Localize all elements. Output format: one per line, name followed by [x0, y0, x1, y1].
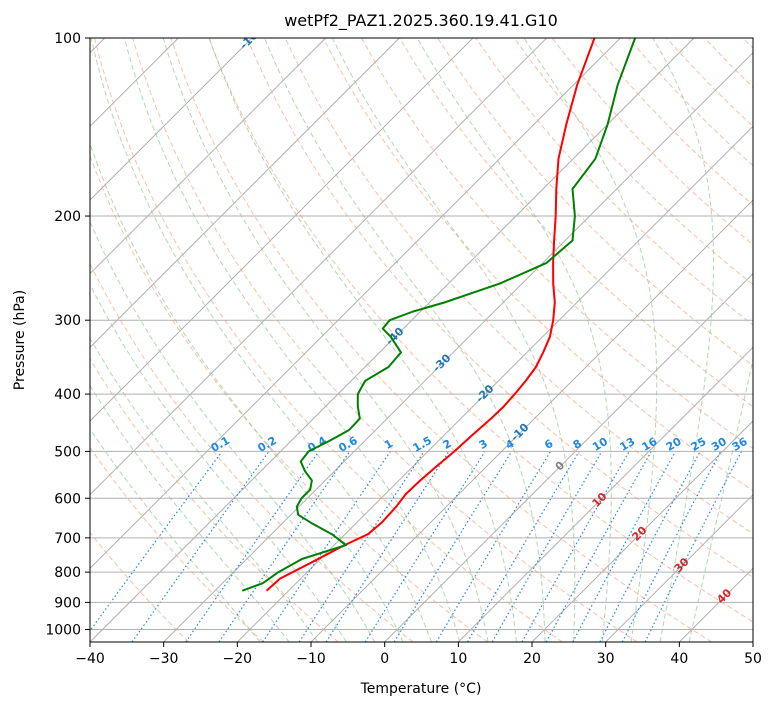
mixing-ratio-line — [185, 451, 320, 642]
x-tick-label: 30 — [597, 651, 615, 667]
y-tick-label: 800 — [54, 565, 81, 581]
dry-adiabat — [284, 38, 753, 535]
y-tick-label: 1000 — [45, 622, 81, 638]
dry-adiabat — [90, 357, 339, 642]
y-tick-label: 500 — [54, 444, 81, 460]
dewpoint-profile-line — [241, 38, 637, 592]
mixing-ratio-line — [90, 451, 223, 632]
moist-adiabat — [90, 337, 319, 642]
isotherm-line — [90, 38, 253, 201]
moist-adiabat — [332, 38, 576, 642]
chart-title: wetPf2_PAZ1.2025.360.19.41.G10 — [284, 11, 558, 31]
moist-adiabat — [652, 38, 714, 642]
x-tick-label: −20 — [223, 651, 253, 667]
temperature-profile-line — [265, 38, 596, 592]
moist-adiabat — [90, 142, 404, 642]
moist-adiabat — [90, 283, 347, 642]
dry-adiabat — [94, 38, 563, 642]
y-tick-label: 900 — [54, 595, 81, 611]
x-tick-label: −30 — [149, 651, 179, 667]
mixing-ratio-line — [644, 451, 743, 642]
dry-adiabat — [437, 38, 753, 367]
x-tick-label: 40 — [670, 651, 688, 667]
isotherm-line — [236, 125, 753, 642]
isotherm-line — [90, 38, 400, 349]
dry-adiabat — [90, 262, 414, 642]
dry-adiabat — [399, 38, 753, 408]
profile-series — [241, 38, 637, 592]
isotherm-line — [384, 272, 753, 642]
moist-adiabat — [688, 356, 753, 642]
mixing-ratio-line — [545, 451, 652, 642]
moist-adiabat — [90, 220, 376, 642]
isotherm-line — [531, 420, 753, 642]
y-axis: 100 200 300 400 500 600 700 800 900 1000 — [45, 31, 90, 638]
mixing-ratio-line — [262, 451, 391, 642]
mixing-ratio-line — [572, 451, 677, 642]
x-tick-label: −40 — [75, 651, 105, 667]
x-tick-label: 20 — [523, 651, 541, 667]
y-tick-label: 400 — [54, 387, 81, 403]
dry-adiabat — [322, 38, 753, 492]
moist-adiabat — [123, 38, 461, 642]
x-tick-label: 10 — [449, 651, 467, 667]
y-tick-label: 700 — [54, 531, 81, 547]
y-tick-label: 200 — [54, 209, 81, 225]
x-tick-label: 0 — [380, 651, 389, 667]
y-tick-label: 100 — [54, 31, 81, 47]
moist-adiabat — [162, 38, 489, 642]
x-tick-label: 50 — [744, 651, 762, 667]
x-axis-title: Temperature (°C) — [360, 681, 482, 697]
y-tick-label: 600 — [54, 491, 81, 507]
plot-frame — [89, 37, 754, 643]
dry-adiabat — [361, 38, 753, 449]
moist-adiabat — [208, 38, 517, 642]
mixing-ratio-line — [298, 451, 425, 642]
isotherm-line — [90, 38, 327, 275]
isotherm-line — [90, 38, 548, 496]
isotherm-line — [90, 38, 621, 570]
pressure-grid — [90, 38, 753, 630]
dry-adiabat — [513, 38, 753, 286]
mixing-ratio-line — [325, 451, 450, 642]
mixing-ratio-line — [621, 451, 722, 642]
mixing-ratio-line — [131, 451, 270, 642]
isotherm-line — [90, 38, 474, 422]
mixing-ratio-line — [521, 451, 630, 642]
dry-adiabat — [90, 154, 488, 642]
dry-adiabat — [170, 38, 712, 642]
mixing-ratio-line — [393, 451, 513, 642]
x-tick-label: −10 — [296, 651, 326, 667]
moist-adiabat — [90, 38, 432, 642]
isotherm-line — [163, 51, 753, 642]
dry-adiabat — [90, 446, 264, 642]
dry-adiabat — [246, 38, 753, 578]
dry-adiabat — [90, 531, 190, 642]
dry-adiabat — [132, 38, 638, 642]
y-tick-label: 300 — [54, 313, 81, 329]
y-axis-title: Pressure (hPa) — [12, 290, 28, 390]
x-axis: −40 −30 −20 −10 0 10 20 30 40 50 — [75, 642, 762, 667]
dry-adiabat — [208, 38, 753, 623]
background-lines — [90, 38, 753, 642]
isotherm-line — [457, 346, 753, 642]
mixing-ratio-line — [218, 451, 351, 642]
moist-adiabat — [523, 38, 658, 642]
isotherm-line — [605, 493, 753, 642]
moist-adiabat — [264, 38, 546, 642]
